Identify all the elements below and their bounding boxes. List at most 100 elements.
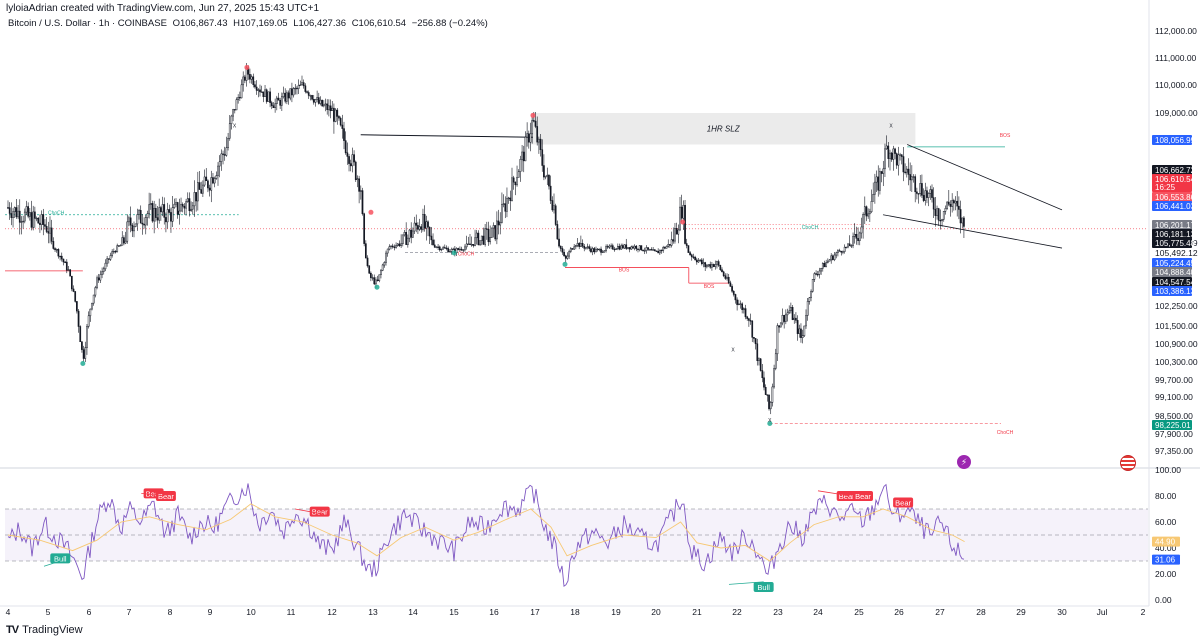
divergence-line [728,581,764,585]
candle-body [741,303,744,310]
candle-body [42,214,45,225]
price-tag-label: 106,201.17 [1155,221,1196,230]
price-tick-label: 99,100.00 [1155,392,1193,402]
candle-body [351,154,354,167]
candle-body [412,230,414,238]
candle-body [49,227,51,234]
candle-body [727,276,730,284]
rsi-tick-label: 20.00 [1155,569,1177,579]
candle-body [734,294,737,301]
candle-body [813,273,816,280]
candle-body [25,206,28,213]
candles [7,63,965,415]
divergence-line [295,508,324,515]
candle-body [329,105,332,112]
candle-body [244,76,246,81]
candle-body [958,205,960,210]
candle-body [637,248,639,250]
candle-body [761,370,764,378]
candle-body [450,248,453,252]
price-tag [1152,182,1192,192]
candle-body [469,243,471,245]
candle-body [301,82,303,86]
candle-body [702,262,705,265]
candle-body [697,260,700,263]
candle-body [664,247,666,249]
candle-body [769,402,772,410]
candle-body [842,251,844,253]
candle-body [884,148,886,170]
candle-body [238,97,241,99]
candle-body [291,88,293,96]
tradingview-brand[interactable]: TV TradingView [6,624,83,636]
price-tag [1152,229,1192,239]
candle-body [264,89,266,97]
swing-marker [562,261,568,267]
candle-body [754,338,757,345]
candle-body [853,233,856,237]
candle-body [622,245,624,249]
candle-body [395,245,397,248]
candle-body [753,337,755,339]
candle-body [440,248,443,251]
us-flag-icon[interactable] [1120,455,1136,471]
candle-body [420,226,423,230]
candle-body [380,270,382,275]
candle-body [240,84,243,99]
candle-body [190,208,192,212]
candle-body [319,99,322,104]
swing-marker [80,361,86,366]
date-tick-label: 22 [732,607,742,617]
candle-body [707,264,710,266]
candle-body [437,246,439,248]
candle-body [576,243,579,246]
candle-body [845,246,848,249]
candle-body [564,255,567,259]
candle-body [606,246,609,248]
candle-body [890,152,893,160]
date-tick-label: 27 [935,607,945,617]
candle-body [961,217,964,224]
candle-body [341,124,344,129]
candle-body [583,245,586,249]
symbol-title[interactable]: Bitcoin / U.S. Dollar · 1h · COINBASE [8,18,167,29]
candle-body [724,275,727,279]
lightning-icon[interactable]: ⚡ [957,455,971,469]
candle-body [45,226,48,232]
price-tag [1152,286,1192,296]
candle-body [168,209,171,213]
candle-body [640,245,643,251]
candle-body [269,91,271,103]
candle-body [154,208,157,218]
candle-body [207,180,209,189]
candle-body [386,248,389,254]
candle-body [532,120,535,122]
candle-body [524,136,527,162]
candle-body [907,168,910,175]
candle-body [470,244,473,246]
candle-body [680,206,683,219]
price-tag-label: 105,224.45 [1155,259,1196,268]
candle-body [465,243,468,248]
candle-body [138,210,140,215]
candle-body [521,151,523,160]
candle-body [366,257,369,267]
candle-body [265,89,268,102]
candle-body [250,76,253,80]
date-tick-label: 9 [208,607,213,617]
divergence-line [141,493,166,497]
candle-body [40,214,43,225]
candle-body [208,187,211,191]
candle-body [635,245,638,250]
candle-body [669,244,671,246]
candle-body [415,222,418,226]
candle-body [349,163,352,167]
candle-body [222,153,224,155]
candle-body [410,229,413,238]
candle-body [910,176,913,181]
candle-body [618,246,621,250]
candle-body [650,249,653,251]
candle-body [590,248,592,253]
candle-body [153,208,156,222]
